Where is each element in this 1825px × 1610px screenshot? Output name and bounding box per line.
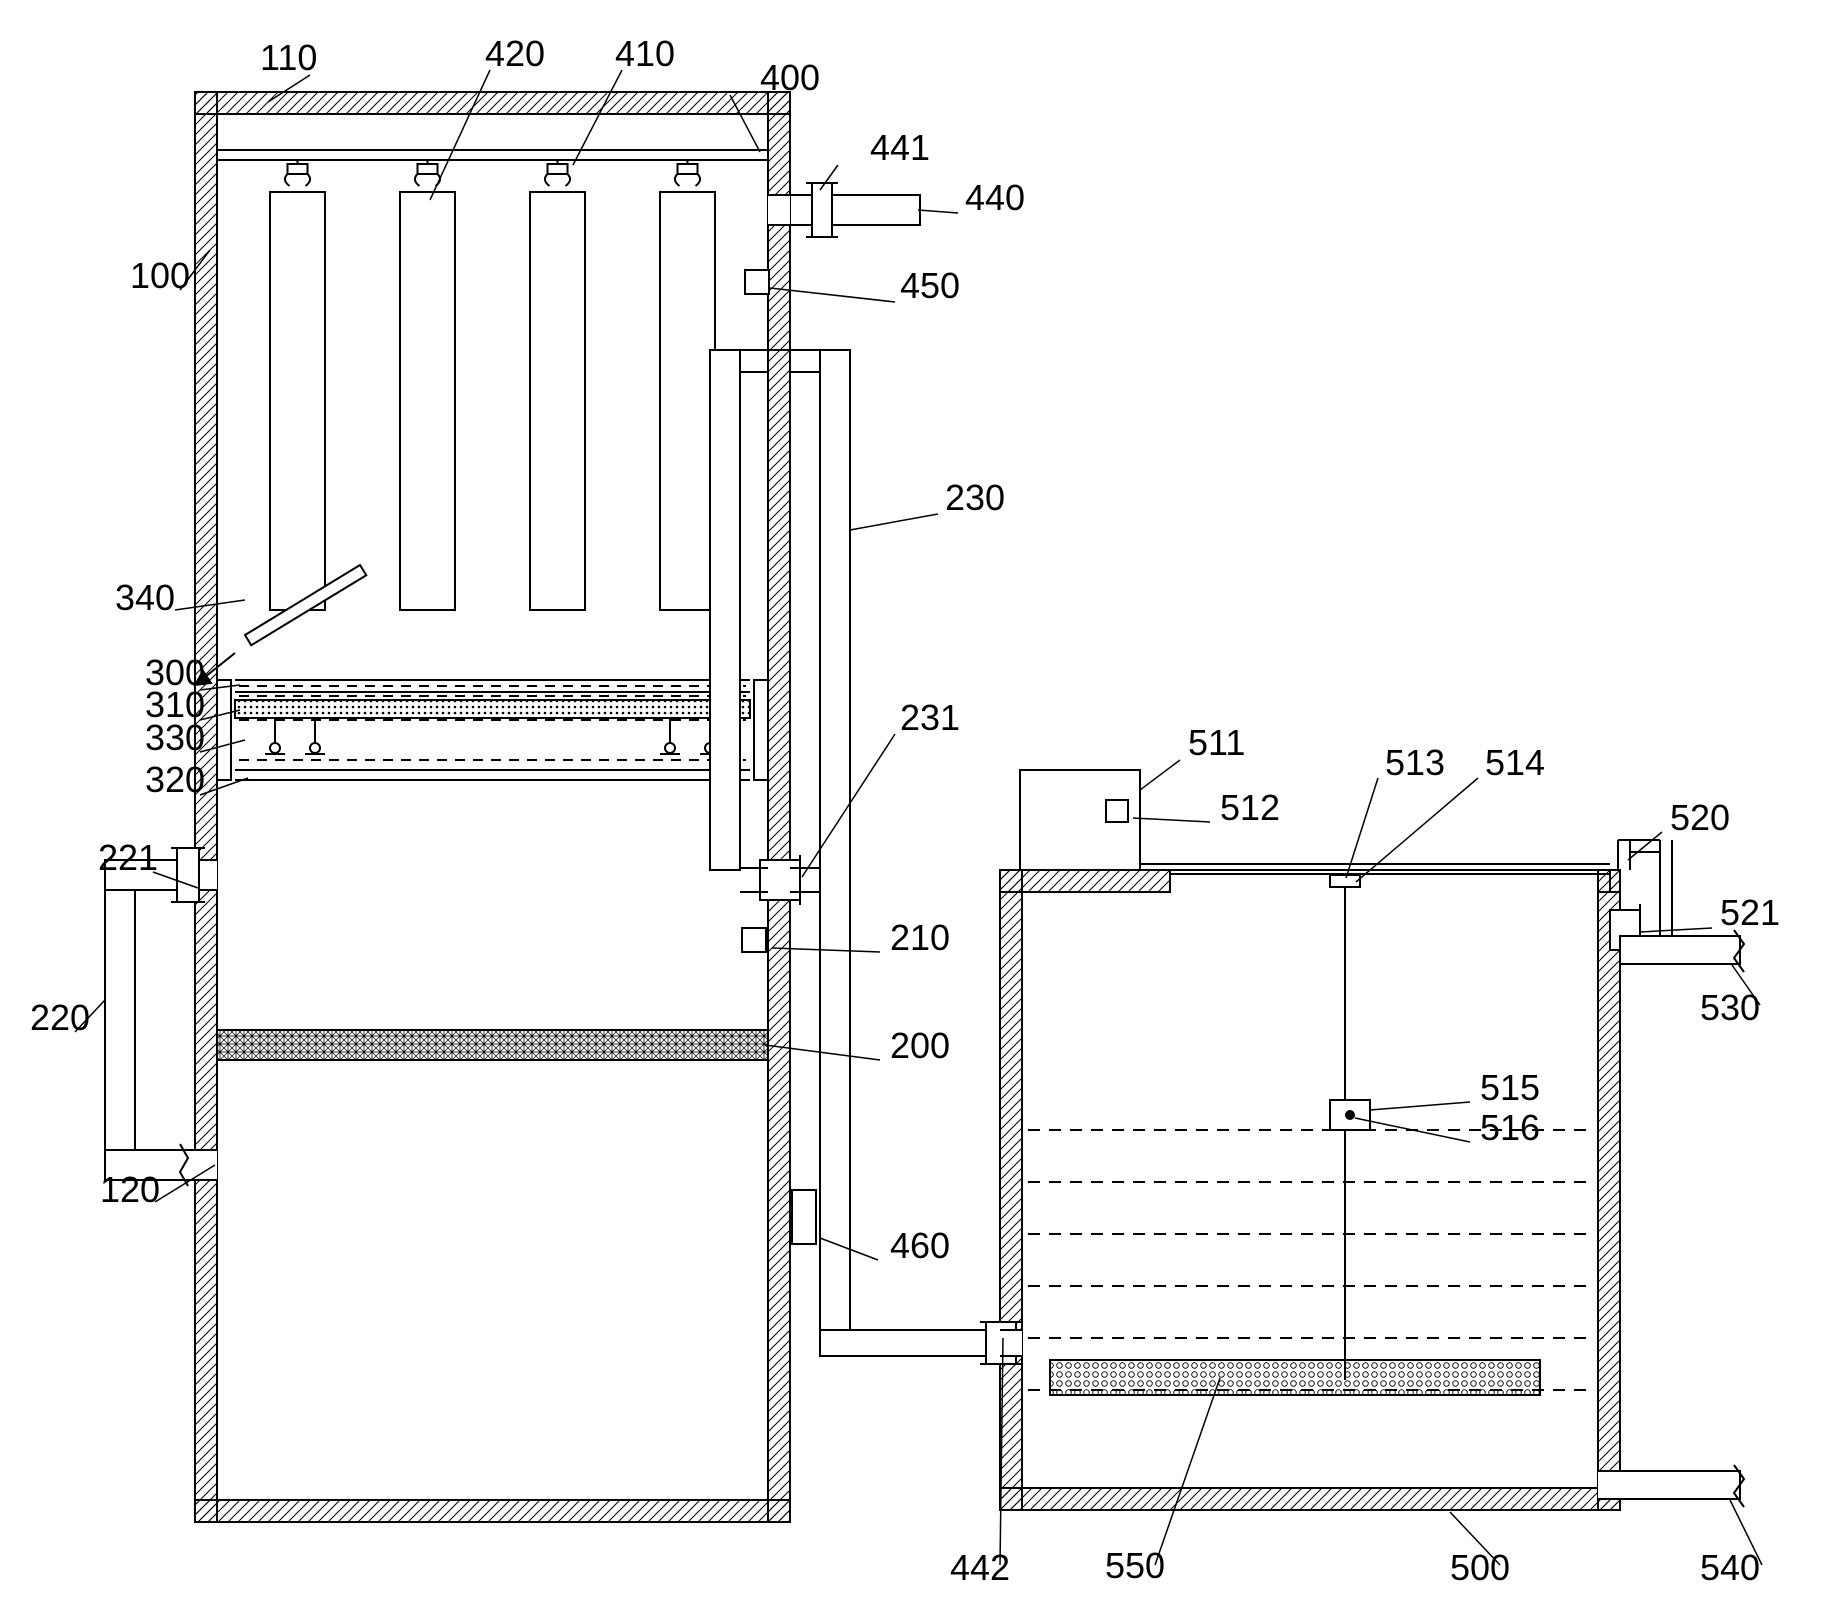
label-220: 220 [30, 997, 90, 1038]
label-210: 210 [890, 917, 950, 958]
label-550: 550 [1105, 1545, 1165, 1586]
label-530: 530 [1700, 987, 1760, 1028]
label-520: 520 [1670, 797, 1730, 838]
label-540: 540 [1700, 1547, 1760, 1588]
label-513: 513 [1385, 742, 1445, 783]
label-400: 400 [760, 57, 820, 98]
label-231: 231 [900, 697, 960, 738]
label-515: 515 [1480, 1067, 1540, 1108]
label-521: 521 [1720, 892, 1780, 933]
label-442: 442 [950, 1547, 1010, 1588]
label-420: 420 [485, 33, 545, 74]
engineering-diagram: 1104204104004414401004502303403003103303… [20, 20, 1825, 1590]
label-330: 330 [145, 717, 205, 758]
label-460: 460 [890, 1225, 950, 1266]
label-450: 450 [900, 265, 960, 306]
label-500: 500 [1450, 1547, 1510, 1588]
label-110: 110 [260, 37, 317, 78]
label-230: 230 [945, 477, 1005, 518]
label-221: 221 [98, 837, 158, 878]
label-320: 320 [145, 759, 205, 800]
label-340: 340 [115, 577, 175, 618]
label-441: 441 [870, 127, 930, 168]
label-514: 514 [1485, 742, 1545, 783]
label-516: 516 [1480, 1107, 1540, 1148]
label-200: 200 [890, 1025, 950, 1066]
label-440: 440 [965, 177, 1025, 218]
label-511: 511 [1188, 722, 1245, 763]
label-120: 120 [100, 1169, 160, 1210]
label-100: 100 [130, 255, 190, 296]
label-512: 512 [1220, 787, 1280, 828]
label-410: 410 [615, 33, 675, 74]
